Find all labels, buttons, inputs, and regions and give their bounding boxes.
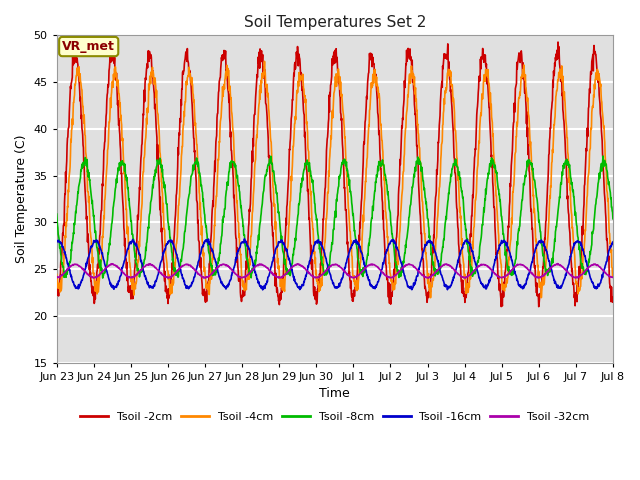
Tsoil -16cm [96, 243, 104, 249]
Tsoil -4cm [370, 80, 378, 86]
Tsoil -2cm [609, 295, 617, 300]
Tsoil -32cm [53, 274, 61, 280]
Tsoil -2cm [96, 233, 104, 239]
Tsoil -4cm [609, 272, 617, 278]
Tsoil -2cm [554, 39, 562, 45]
Line: Tsoil -16cm: Tsoil -16cm [57, 239, 613, 290]
Tsoil -32cm [118, 268, 126, 274]
Tsoil -16cm [370, 285, 378, 290]
Tsoil -16cm [53, 238, 61, 244]
Tsoil -32cm [96, 272, 104, 277]
Tsoil -4cm [289, 144, 297, 149]
Tsoil -2cm [300, 112, 308, 118]
Tsoil -32cm [554, 261, 561, 266]
Tsoil -8cm [96, 265, 104, 271]
Tsoil -8cm [53, 211, 61, 217]
Line: Tsoil -32cm: Tsoil -32cm [57, 264, 613, 278]
Tsoil -32cm [609, 275, 617, 280]
Tsoil -16cm [311, 241, 319, 247]
Line: Tsoil -4cm: Tsoil -4cm [57, 61, 613, 298]
Legend: Tsoil -2cm, Tsoil -4cm, Tsoil -8cm, Tsoil -16cm, Tsoil -32cm: Tsoil -2cm, Tsoil -4cm, Tsoil -8cm, Tsoi… [76, 408, 594, 426]
Tsoil -8cm [599, 153, 607, 159]
Tsoil -2cm [310, 289, 318, 295]
Tsoil -2cm [53, 286, 61, 291]
Tsoil -8cm [289, 252, 297, 257]
Tsoil -4cm [426, 295, 434, 300]
Tsoil -16cm [259, 287, 266, 293]
Tsoil -32cm [300, 265, 308, 271]
Tsoil -16cm [290, 275, 298, 280]
Tsoil -8cm [311, 201, 319, 206]
Text: VR_met: VR_met [62, 40, 115, 53]
Tsoil -8cm [370, 198, 378, 204]
Tsoil -2cm [369, 61, 377, 67]
Tsoil -16cm [609, 239, 617, 245]
Tsoil -2cm [535, 304, 543, 310]
Line: Tsoil -8cm: Tsoil -8cm [57, 156, 613, 278]
X-axis label: Time: Time [319, 387, 350, 400]
Tsoil -8cm [301, 167, 308, 172]
Tsoil -4cm [260, 59, 268, 64]
Tsoil -16cm [301, 276, 308, 281]
Tsoil -4cm [53, 272, 61, 277]
Tsoil -4cm [311, 249, 319, 254]
Tsoil -8cm [609, 216, 617, 222]
Tsoil -16cm [118, 265, 126, 271]
Tsoil -4cm [301, 94, 308, 99]
Tsoil -2cm [289, 97, 296, 103]
Tsoil -8cm [119, 161, 127, 167]
Tsoil -4cm [96, 270, 104, 276]
Tsoil -2cm [118, 192, 126, 198]
Tsoil -32cm [369, 262, 377, 267]
Tsoil -8cm [99, 275, 107, 281]
Y-axis label: Soil Temperature (C): Soil Temperature (C) [15, 135, 28, 263]
Title: Soil Temperatures Set 2: Soil Temperatures Set 2 [244, 15, 426, 30]
Tsoil -16cm [241, 236, 248, 241]
Line: Tsoil -2cm: Tsoil -2cm [57, 42, 613, 307]
Tsoil -32cm [461, 276, 469, 281]
Tsoil -32cm [310, 274, 318, 280]
Tsoil -4cm [118, 138, 126, 144]
Tsoil -32cm [289, 264, 296, 270]
